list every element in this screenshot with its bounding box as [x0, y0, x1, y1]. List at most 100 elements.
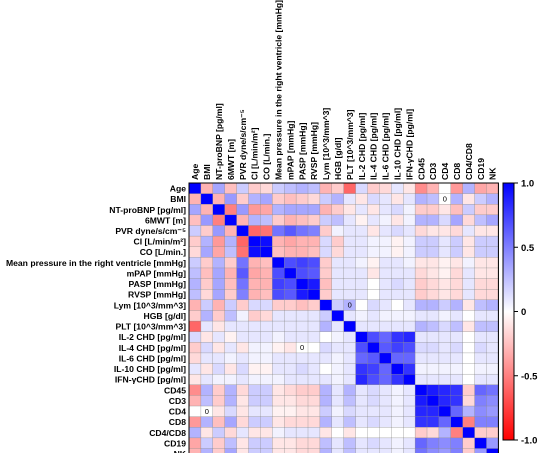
heatmap-cell-14-14: [355, 331, 368, 343]
heatmap-cell-19-14: [355, 384, 368, 396]
heatmap-cell-3-11: [319, 214, 333, 226]
heatmap-cell-13-20: [426, 320, 440, 333]
column-label-9: PASP [mmHg]: [297, 122, 307, 180]
heatmap-cell-6-9: [295, 246, 309, 258]
heatmap-cell-18-4: [236, 373, 249, 386]
heatmap-cell-7-2: [212, 257, 226, 269]
heatmap-cell-6-16: [379, 246, 392, 258]
heatmap-cell-7-5: [248, 257, 261, 269]
heatmap-cell-24-23: [462, 437, 476, 449]
heatmap-cell-0-9: [295, 182, 309, 195]
heatmap-cell-1-18: [403, 193, 416, 205]
heatmap-cell-10-5: [248, 289, 261, 301]
heatmap-cell-22-23: [462, 416, 476, 428]
heatmap-cell-9-5: [248, 278, 261, 290]
column-labels: Age BMI NT-proBNP [pg/ml] 6MWT [m] PVR dyne/…: [190, 0, 498, 180]
heatmap-cell-13-10: [307, 320, 321, 333]
column-label-6: CO [L/min.]: [262, 134, 272, 180]
heatmap-cell-25-2: [212, 448, 226, 453]
heatmap-cell-23-18: [403, 427, 416, 439]
heatmap-cell-16-17: [391, 352, 404, 365]
heatmap-cell-12-9: [295, 310, 309, 322]
heatmap-cell-5-20: [426, 235, 440, 248]
heatmap-cell-10-2: [212, 289, 226, 301]
heatmap-cell-20-10: [307, 395, 321, 407]
heatmap-cell-9-21: [438, 278, 452, 290]
heatmap-cell-4-1: [200, 225, 214, 237]
cell-value-label-1: 0: [348, 301, 352, 310]
heatmap-cell-7-18: [403, 257, 416, 269]
heatmap-cell-3-7: [272, 214, 285, 226]
heatmap-cell-22-15: [367, 416, 380, 428]
heatmap-cell-7-24: [474, 257, 487, 269]
heatmap-cell-7-14: [355, 257, 368, 269]
heatmap-cell-2-19: [414, 204, 428, 216]
heatmap-cell-5-15: [367, 235, 380, 248]
heatmap-cell-4-0: [188, 225, 202, 237]
heatmap-cell-12-20: [426, 310, 440, 322]
heatmap-cell-5-11: [319, 235, 333, 248]
heatmap-cell-22-3: [224, 416, 238, 428]
heatmap-cell-12-19: [414, 310, 428, 322]
heatmap-cell-1-3: [224, 193, 238, 205]
heatmap-cell-6-25: [486, 246, 499, 258]
heatmap-cell-2-13: [343, 204, 357, 216]
heatmap-cell-15-11: [319, 342, 333, 354]
heatmap-cell-2-15: [367, 204, 380, 216]
heatmap-cell-17-6: [260, 363, 273, 375]
heatmap-cell-7-1: [200, 257, 214, 269]
heatmap-cell-1-22: [450, 193, 464, 205]
heatmap-cell-1-15: [367, 193, 380, 205]
heatmap-cell-14-24: [474, 331, 487, 343]
heatmap-cell-24-10: [307, 437, 321, 449]
heatmap-cell-4-22: [450, 225, 464, 237]
heatmap-cell-21-6: [260, 405, 273, 418]
heatmap-cell-7-13: [343, 257, 357, 269]
heatmap-cell-6-20: [426, 246, 440, 258]
colorbar-tick-label-0: 1.0: [521, 179, 534, 190]
heatmap-cell-9-18: [403, 278, 416, 290]
heatmap-cell-10-23: [462, 289, 476, 301]
column-label-24: CD19: [476, 158, 486, 180]
heatmap-cell-17-21: [438, 363, 452, 375]
heatmap-cell-7-20: [426, 257, 440, 269]
heatmap-cell-1-24: [474, 193, 487, 205]
heatmap-cell-24-21: [438, 437, 452, 449]
row-label-5: CI [L/min/m²]: [133, 237, 186, 247]
heatmap-cell-6-22: [450, 246, 464, 258]
heatmap-cell-23-17: [391, 427, 404, 439]
heatmap-cell-5-0: [188, 235, 202, 248]
heatmap-cell-25-10: [307, 448, 321, 453]
heatmap-cell-16-12: [331, 352, 345, 365]
heatmap-cell-12-11: [319, 310, 333, 322]
heatmap-cell-7-22: [450, 257, 464, 269]
heatmap-cell-6-1: [200, 246, 214, 258]
heatmap-cell-16-5: [248, 352, 261, 365]
heatmap-cell-6-7: [272, 246, 285, 258]
heatmap-cell-0-18: [403, 182, 416, 195]
heatmap-cell-0-6: [260, 182, 273, 195]
heatmap-cell-5-2: [212, 235, 226, 248]
heatmap-cell-2-1: [200, 204, 214, 216]
heatmap-cell-3-12: [331, 214, 345, 226]
heatmap-cell-20-21: [438, 395, 452, 407]
heatmap-cell-19-3: [224, 384, 238, 396]
heatmap-cell-6-23: [462, 246, 476, 258]
heatmap-cell-5-14: [355, 235, 368, 248]
heatmap-cell-23-24: [474, 427, 487, 439]
heatmap-cell-0-20: [426, 182, 440, 195]
heatmap-cell-0-15: [367, 182, 380, 195]
heatmap-cell-7-0: [188, 257, 202, 269]
heatmap-cell-25-13: [343, 448, 357, 453]
heatmap-cell-16-2: [212, 352, 226, 365]
heatmap-cell-10-10: [307, 289, 321, 301]
heatmap-cell-1-1: [200, 193, 214, 205]
heatmap-cell-8-4: [236, 267, 249, 280]
heatmap-cell-22-1: [200, 416, 214, 428]
heatmap-cell-1-0: [188, 193, 202, 205]
heatmap-cell-24-25: [486, 437, 499, 449]
heatmap-cell-10-0: [188, 289, 202, 301]
heatmap-cell-14-1: [200, 331, 214, 343]
heatmap-cell-13-2: [212, 320, 226, 333]
heatmap-cell-11-25: [486, 299, 499, 311]
